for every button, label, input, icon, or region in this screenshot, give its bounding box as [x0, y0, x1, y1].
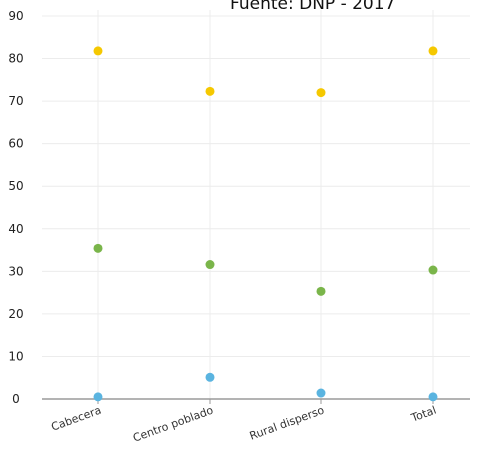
y-axis-ticks: 0 10 20 30 40 50 60 70 80 90	[8, 9, 23, 406]
y-tick-label: 30	[8, 264, 23, 278]
data-point	[316, 88, 326, 98]
x-tick-label: Centro poblado	[131, 404, 215, 445]
data-point	[205, 372, 215, 382]
x-tick-label: Cabecera	[49, 404, 103, 434]
y-tick-label: 60	[8, 137, 23, 151]
data-point	[93, 46, 103, 56]
data-point	[428, 265, 438, 275]
y-tick-label: 20	[8, 307, 23, 321]
y-tick-label: 90	[8, 9, 23, 23]
data-point	[316, 388, 326, 398]
data-point	[428, 46, 438, 56]
y-tick-label: 10	[8, 349, 23, 363]
y-tick-label: 40	[8, 222, 23, 236]
source-note: Fuente: DNP - 2017	[230, 0, 396, 14]
data-point	[428, 392, 438, 402]
data-points	[93, 46, 438, 402]
data-point	[93, 243, 103, 253]
y-tick-label: 0	[12, 392, 20, 406]
data-point	[205, 86, 215, 96]
y-tick-label: 80	[8, 52, 23, 66]
x-tick-label: Rural disperso	[248, 404, 326, 443]
x-tick-label: Total	[408, 404, 438, 425]
data-point	[205, 260, 215, 270]
data-point	[93, 392, 103, 402]
x-axis-ticks: Cabecera Centro poblado Rural disperso Tota…	[49, 399, 438, 445]
y-tick-label: 70	[8, 94, 23, 108]
data-point	[316, 286, 326, 296]
grid-layer	[42, 10, 470, 400]
y-tick-label: 50	[8, 179, 23, 193]
